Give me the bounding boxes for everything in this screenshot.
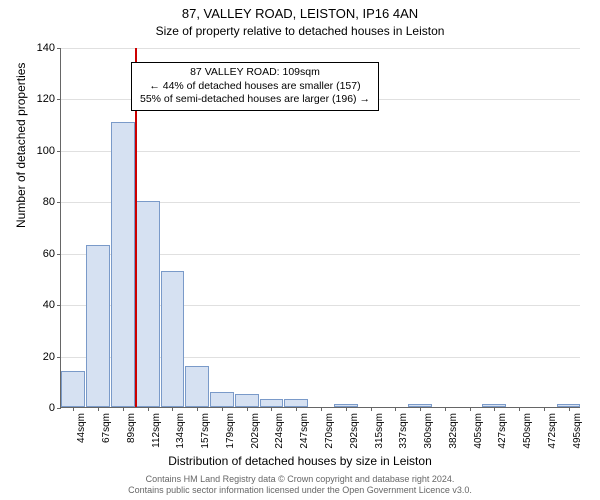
bar: [185, 366, 209, 407]
annotation-line-3: 55% of semi-detached houses are larger (…: [140, 93, 370, 107]
bar: [210, 392, 234, 407]
y-tick-mark: [57, 254, 61, 255]
x-tick-label: 360sqm: [423, 413, 434, 449]
bar: [260, 399, 284, 407]
x-tick-mark: [123, 407, 124, 411]
x-tick-label: 224sqm: [274, 413, 285, 449]
x-tick-label: 112sqm: [151, 413, 162, 448]
x-tick-label: 44sqm: [76, 413, 87, 443]
chart-title: 87, VALLEY ROAD, LEISTON, IP16 4AN: [0, 0, 600, 23]
x-tick-mark: [247, 407, 248, 411]
bar: [111, 122, 135, 407]
x-tick-label: 472sqm: [547, 413, 558, 449]
x-axis-label: Distribution of detached houses by size …: [0, 454, 600, 468]
x-tick-mark: [172, 407, 173, 411]
x-tick-mark: [222, 407, 223, 411]
y-tick-mark: [57, 99, 61, 100]
plot-region: 44sqm67sqm89sqm112sqm134sqm157sqm179sqm2…: [60, 48, 580, 408]
y-axis-label: Number of detached properties: [14, 63, 28, 228]
x-tick-mark: [445, 407, 446, 411]
x-tick-mark: [519, 407, 520, 411]
y-tick-label: 40: [43, 299, 55, 311]
chart-area: 44sqm67sqm89sqm112sqm134sqm157sqm179sqm2…: [60, 48, 580, 408]
x-tick-mark: [470, 407, 471, 411]
x-tick-mark: [271, 407, 272, 411]
footer-line-2: Contains public sector information licen…: [0, 485, 600, 496]
x-tick-label: 134sqm: [175, 413, 186, 449]
y-tick-label: 140: [37, 42, 55, 54]
x-tick-mark: [98, 407, 99, 411]
y-tick-mark: [57, 357, 61, 358]
x-tick-label: 495sqm: [572, 413, 583, 449]
y-tick-label: 120: [37, 93, 55, 105]
x-tick-mark: [296, 407, 297, 411]
x-tick-label: 270sqm: [324, 413, 335, 449]
bar: [61, 371, 85, 407]
footer-line-1: Contains HM Land Registry data © Crown c…: [0, 474, 600, 485]
bar: [284, 399, 308, 407]
y-tick-label: 20: [43, 351, 55, 363]
annotation-box: 87 VALLEY ROAD: 109sqm ← 44% of detached…: [131, 62, 379, 111]
x-tick-label: 382sqm: [448, 413, 459, 449]
x-tick-mark: [148, 407, 149, 411]
bar: [161, 271, 185, 407]
x-tick-label: 247sqm: [299, 413, 310, 449]
annotation-line-2: ← 44% of detached houses are smaller (15…: [140, 80, 370, 94]
y-tick-mark: [57, 408, 61, 409]
annotation-line-1: 87 VALLEY ROAD: 109sqm: [140, 66, 370, 80]
x-tick-label: 67sqm: [101, 413, 112, 443]
x-tick-label: 202sqm: [250, 413, 261, 449]
chart-container: 87, VALLEY ROAD, LEISTON, IP16 4AN Size …: [0, 0, 600, 500]
bar: [86, 245, 110, 407]
x-tick-label: 337sqm: [398, 413, 409, 449]
x-tick-mark: [73, 407, 74, 411]
bar: [136, 201, 160, 407]
x-tick-mark: [544, 407, 545, 411]
x-tick-mark: [420, 407, 421, 411]
x-tick-mark: [371, 407, 372, 411]
y-tick-label: 80: [43, 196, 55, 208]
x-tick-label: 405sqm: [473, 413, 484, 449]
y-tick-label: 60: [43, 248, 55, 260]
y-tick-label: 0: [49, 402, 55, 414]
x-tick-mark: [395, 407, 396, 411]
x-tick-label: 89sqm: [126, 413, 137, 443]
chart-subtitle: Size of property relative to detached ho…: [0, 23, 600, 38]
x-tick-mark: [321, 407, 322, 411]
x-tick-mark: [197, 407, 198, 411]
x-tick-label: 179sqm: [225, 413, 236, 449]
x-tick-label: 450sqm: [522, 413, 533, 449]
x-tick-label: 292sqm: [349, 413, 360, 449]
y-tick-mark: [57, 151, 61, 152]
x-tick-mark: [569, 407, 570, 411]
x-tick-label: 157sqm: [200, 413, 211, 449]
y-tick-mark: [57, 48, 61, 49]
x-tick-mark: [494, 407, 495, 411]
y-tick-mark: [57, 305, 61, 306]
y-tick-mark: [57, 202, 61, 203]
bar: [235, 394, 259, 407]
x-tick-mark: [346, 407, 347, 411]
footer: Contains HM Land Registry data © Crown c…: [0, 474, 600, 497]
y-tick-label: 100: [37, 145, 55, 157]
x-tick-label: 315sqm: [374, 413, 385, 449]
x-tick-label: 427sqm: [497, 413, 508, 449]
